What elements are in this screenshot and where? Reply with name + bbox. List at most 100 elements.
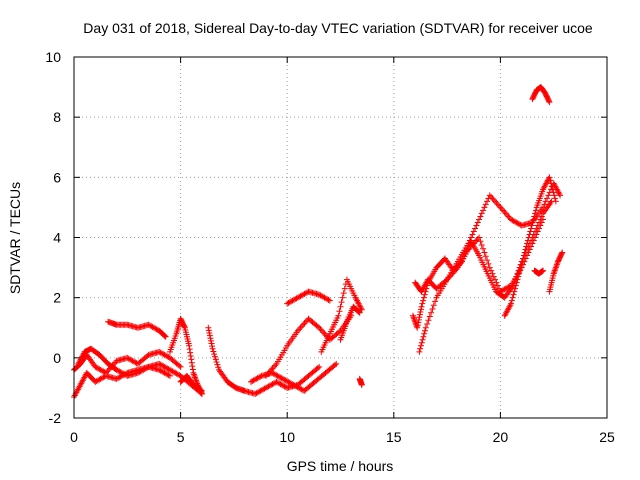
data-point: [445, 275, 452, 282]
data-points: [71, 84, 566, 400]
data-point: [480, 245, 487, 252]
series-trace-k: [318, 276, 365, 355]
data-point: [481, 204, 488, 211]
data-point: [553, 261, 560, 268]
data-point: [536, 225, 543, 232]
data-point: [272, 362, 279, 369]
data-point: [197, 387, 204, 394]
data-point: [516, 267, 523, 274]
data-point: [189, 363, 196, 370]
series-trace-l: [337, 303, 363, 343]
data-point: [541, 201, 548, 208]
data-point: [314, 364, 321, 371]
data-point: [548, 183, 555, 190]
data-point: [257, 373, 264, 380]
data-point: [540, 204, 547, 211]
data-point: [188, 359, 195, 366]
data-point: [417, 345, 424, 352]
series-trace-b: [71, 348, 184, 376]
data-point: [326, 297, 333, 304]
data-point: [208, 340, 215, 347]
data-point: [469, 231, 476, 238]
data-point: [470, 228, 477, 235]
data-point: [415, 316, 422, 323]
data-point: [552, 264, 559, 271]
data-point: [484, 257, 491, 264]
data-point: [510, 291, 517, 298]
data-point: [529, 219, 536, 226]
data-point: [161, 333, 168, 340]
data-point: [472, 225, 479, 232]
data-point: [531, 213, 538, 220]
data-point: [544, 195, 551, 202]
data-point: [498, 205, 505, 212]
data-point: [296, 326, 303, 333]
data-point: [416, 311, 423, 318]
data-point: [521, 249, 528, 256]
data-point: [420, 297, 427, 304]
data-point: [297, 324, 304, 331]
data-point: [549, 186, 556, 193]
data-point: [270, 363, 277, 370]
data-point: [490, 273, 497, 280]
data-point: [165, 372, 172, 379]
series-trace-s: [531, 267, 547, 277]
data-point: [417, 342, 424, 349]
data-point: [206, 332, 213, 339]
data-point: [508, 300, 515, 307]
data-point: [414, 322, 421, 329]
data-point: [190, 371, 197, 378]
data-point: [198, 387, 205, 394]
data-point: [298, 323, 305, 330]
data-point: [527, 228, 534, 235]
data-point: [478, 210, 485, 217]
data-point: [508, 297, 515, 304]
data-point: [320, 329, 327, 336]
data-point: [534, 228, 541, 235]
data-point: [512, 285, 519, 292]
data-point: [340, 290, 347, 297]
data-point: [514, 276, 521, 283]
y-tick-label: 10: [45, 49, 61, 65]
data-point: [500, 207, 507, 214]
data-point: [545, 97, 552, 104]
data-point: [419, 300, 426, 307]
data-point: [421, 327, 428, 334]
data-point: [488, 267, 495, 274]
data-point: [477, 213, 484, 220]
data-point: [335, 312, 342, 319]
data-point: [429, 305, 436, 312]
x-tick-label: 10: [279, 429, 295, 445]
data-point: [418, 303, 425, 310]
series-trace-e: [166, 315, 205, 397]
data-point: [421, 330, 428, 337]
data-point: [532, 234, 539, 241]
data-point: [205, 324, 212, 331]
y-tick-label: 0: [53, 350, 61, 366]
data-point: [546, 174, 553, 181]
data-point: [504, 211, 511, 218]
data-point: [493, 199, 500, 206]
data-point: [420, 294, 427, 301]
data-point: [410, 314, 417, 321]
data-point: [190, 369, 197, 376]
data-point: [551, 192, 558, 199]
data-point: [524, 237, 531, 244]
data-point: [506, 283, 513, 290]
series-trace-r: [529, 84, 553, 106]
data-point: [333, 360, 340, 367]
data-point: [468, 234, 475, 241]
data-point: [432, 298, 439, 305]
data-point: [422, 324, 429, 331]
data-point: [191, 374, 198, 381]
x-tick-label: 20: [493, 429, 509, 445]
data-point: [413, 323, 420, 330]
data-point: [494, 282, 501, 289]
data-point: [494, 201, 501, 208]
y-tick-label: 4: [53, 230, 61, 246]
data-point: [545, 192, 552, 199]
data-point: [486, 264, 493, 271]
x-tick-label: 15: [386, 429, 402, 445]
chart-title: Day 031 of 2018, Sidereal Day-to-day VTE…: [83, 20, 593, 36]
